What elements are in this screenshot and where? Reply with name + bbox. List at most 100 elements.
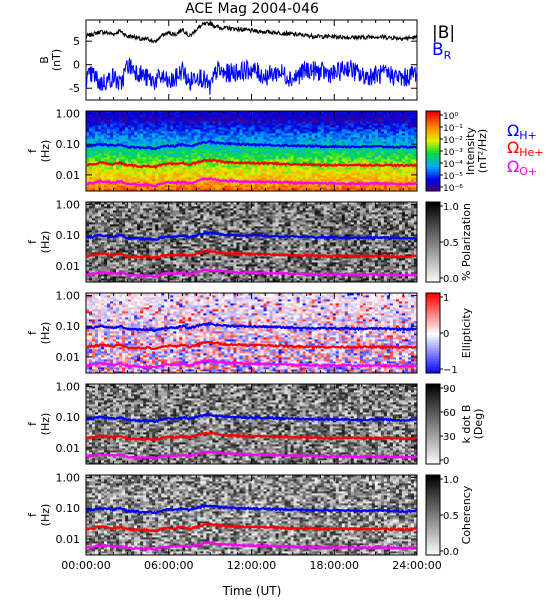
spectrogram-cell [221, 167, 225, 170]
spectrogram-cell [92, 129, 96, 132]
spectrogram-cell [86, 157, 90, 160]
spectrogram-cell [185, 153, 189, 156]
spectrogram-cell [245, 121, 249, 124]
spectrogram-cell [185, 127, 189, 130]
spectrogram-cell [188, 159, 192, 162]
spectrogram-cell [191, 143, 195, 146]
spectrogram-cell [218, 173, 222, 176]
spectrogram-cell [155, 187, 159, 190]
spectrogram-cell [233, 155, 237, 158]
spectrogram-cell [113, 151, 117, 154]
spectrogram-cell [119, 139, 123, 142]
spectrogram-cell [101, 151, 105, 154]
spectrogram-cell [179, 185, 183, 188]
spectrogram-cell [230, 149, 234, 152]
spectrogram-cell [143, 169, 147, 172]
spectrogram-cell [86, 179, 90, 182]
spectrogram-cell [167, 123, 171, 126]
spectrogram-cell [197, 139, 201, 142]
spectrogram-cell [140, 167, 144, 170]
spectrogram-cell [215, 129, 219, 132]
spectrogram-cell [137, 111, 141, 114]
spectrogram-cell [224, 187, 228, 190]
spectrogram-cell [188, 149, 192, 152]
spectrogram-cell [233, 113, 237, 116]
spectrogram-cell [221, 185, 225, 188]
spectrogram-cell [128, 151, 132, 154]
spectrogram-cell [239, 147, 243, 150]
spectrogram-cell [200, 123, 204, 126]
spectrogram-cell [224, 173, 228, 176]
spectrogram-cell [224, 135, 228, 138]
spectrogram-cell [221, 187, 225, 190]
spectrogram-cell [233, 177, 237, 180]
spectrogram-cell [182, 173, 186, 176]
spectrogram-cell [116, 117, 120, 120]
spectrogram-cell [155, 179, 159, 182]
spectrogram-cell [188, 151, 192, 154]
spectrogram-cell [194, 123, 198, 126]
spectrogram-cell [170, 147, 174, 150]
spectrogram-cell [131, 181, 135, 184]
spectrogram-cell [224, 163, 228, 166]
spectrogram-cell [167, 177, 171, 180]
spectrogram-cell [170, 119, 174, 122]
spectrogram-cell [200, 113, 204, 116]
spectrogram-cell [242, 159, 246, 162]
spectrogram-cell [230, 111, 234, 114]
spectrogram-cell [95, 111, 99, 114]
spectrogram-cell [146, 127, 150, 130]
spectrogram-cell [107, 131, 111, 134]
spectrogram-cell [209, 115, 213, 118]
spectrogram-cell [155, 173, 159, 176]
spectrogram-cell [230, 153, 234, 156]
spectrogram-cell [209, 127, 213, 130]
spectrogram-cell [209, 189, 213, 192]
spectrogram-cell [239, 123, 243, 126]
spectrogram-cell [134, 185, 138, 188]
spectrogram-cell [86, 115, 90, 118]
spectrogram-cell [116, 185, 120, 188]
spectrogram-cell [110, 157, 114, 160]
spectrogram-cell [161, 169, 165, 172]
spectrogram-cell [125, 117, 129, 120]
spectrogram-cell [218, 155, 222, 158]
spectrogram-cell [161, 113, 165, 116]
spectrogram-cell [110, 187, 114, 190]
spectrogram-cell [170, 121, 174, 124]
spectrogram-cell [146, 163, 150, 166]
spectrogram-cell [167, 159, 171, 162]
spectrogram-cell [140, 121, 144, 124]
spectrogram-cell [146, 133, 150, 136]
spectrogram-cell [134, 189, 138, 192]
spectrogram-cell [164, 151, 168, 154]
spectrogram-cell [149, 141, 153, 144]
colorbar-label-group: Intensity (nT²/Hz) [464, 127, 489, 175]
spectrogram-cell [107, 187, 111, 190]
spectrogram-cell [179, 149, 183, 152]
spectrogram-cell [116, 161, 120, 164]
spectrogram-cell [218, 165, 222, 168]
spectrogram-cell [212, 123, 216, 126]
spectrogram-cell [167, 129, 171, 132]
spectrogram-cell [173, 167, 177, 170]
spectrogram-cell [221, 135, 225, 138]
spectrogram-cell [161, 137, 165, 140]
spectrogram-cell [143, 181, 147, 184]
spectrogram-cell [134, 157, 138, 160]
spectrogram-cell [215, 177, 219, 180]
spectrogram-cell [137, 123, 141, 126]
spectrogram-cell [185, 141, 189, 144]
spectrogram-cell [119, 127, 123, 130]
spectrogram-cell [107, 121, 111, 124]
spectrogram-cell [203, 175, 207, 178]
spectrogram-cell [140, 119, 144, 122]
spectrogram-cell [110, 155, 114, 158]
spectrogram-cell [209, 111, 213, 114]
spectrogram-cell [119, 189, 123, 192]
colorbar-tick-label: 10⁻⁶ [443, 184, 463, 194]
spectrogram-cell [104, 115, 108, 118]
spectrogram-cell [86, 121, 90, 124]
spectrogram-cell [134, 133, 138, 136]
spectrogram-cell [170, 133, 174, 136]
